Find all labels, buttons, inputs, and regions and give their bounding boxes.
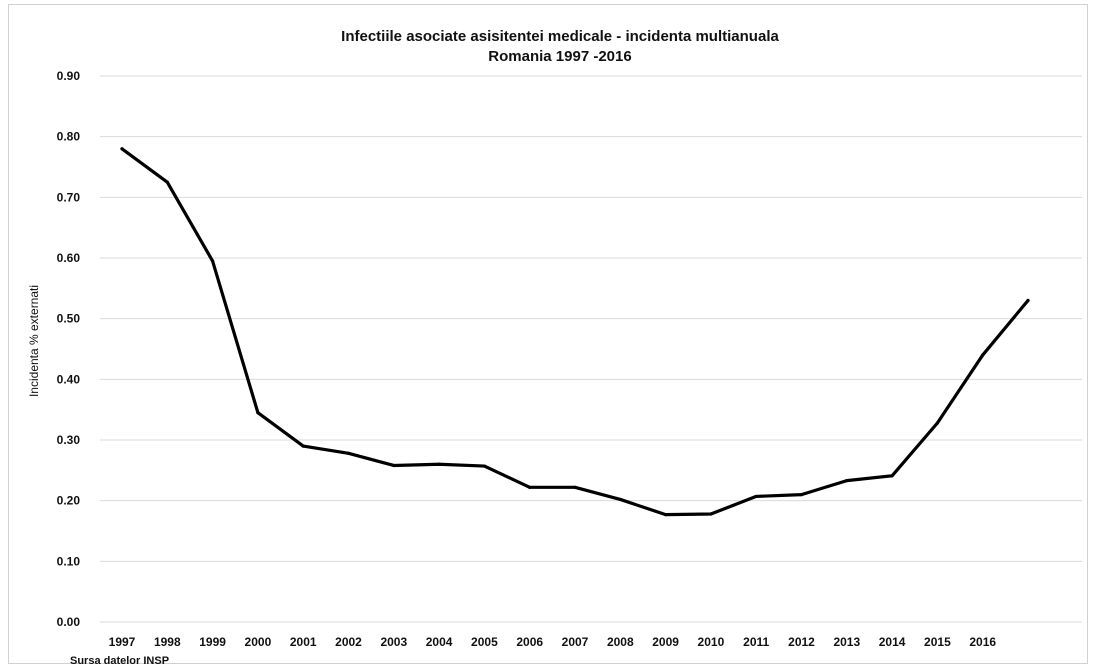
- data-point: [890, 474, 894, 478]
- x-tick-label: 2007: [562, 635, 589, 649]
- x-tick-label: 2006: [516, 635, 543, 649]
- data-point: [437, 462, 441, 466]
- y-axis-label: Incidenta % externati: [27, 285, 41, 397]
- chart-title: Infectiile asociate asisitentei medicale…: [341, 28, 779, 45]
- data-point: [573, 485, 577, 489]
- x-tick-label: 2008: [607, 635, 634, 649]
- data-point: [981, 353, 985, 357]
- data-point: [482, 464, 486, 468]
- y-tick-label: 0.60: [57, 251, 81, 265]
- gridlines: [100, 75, 1082, 623]
- data-point: [664, 513, 668, 517]
- data-point: [845, 479, 849, 483]
- x-tick-label: 1997: [109, 635, 136, 649]
- chart-subtitle: Romania 1997 -2016: [488, 48, 631, 65]
- y-tick-label: 0.00: [57, 615, 81, 629]
- data-point: [528, 485, 532, 489]
- source-note: Sursa datelor INSP: [70, 655, 169, 667]
- y-tick-label: 0.90: [57, 69, 81, 83]
- x-tick-label: 2010: [698, 635, 725, 649]
- data-point: [120, 147, 124, 151]
- data-point: [709, 512, 713, 516]
- x-tick-label: 1999: [199, 635, 226, 649]
- data-point: [754, 494, 758, 499]
- data-point: [346, 451, 351, 455]
- x-tick-label: 2011: [743, 635, 769, 649]
- x-tick-label: 2001: [290, 635, 317, 649]
- x-tick-label: 2015: [924, 635, 951, 649]
- y-tick-label: 0.80: [57, 130, 81, 144]
- x-tick-label: 2013: [833, 635, 860, 649]
- y-tick-label: 0.30: [57, 433, 81, 447]
- data-point: [301, 444, 305, 448]
- data-point: [392, 463, 396, 468]
- y-tick-label: 0.40: [57, 372, 81, 386]
- y-tick-label: 0.20: [57, 494, 81, 508]
- data-point: [165, 180, 169, 184]
- data-point: [1026, 298, 1030, 303]
- x-tick-label: 2000: [245, 635, 272, 649]
- x-tick-label: 1998: [154, 635, 181, 649]
- series-layer: [120, 147, 1030, 517]
- x-tick-label: 2005: [471, 635, 498, 649]
- x-tick-label: 2002: [335, 635, 362, 649]
- x-tick-label: 2014: [879, 635, 906, 649]
- x-tick-label: 2012: [788, 635, 815, 649]
- x-tick-labels: 1997 1998 1999 2000 2001 2002 2003 2004 2005 2006…: [109, 635, 997, 649]
- y-tick-labels: 0.00 0.10 0.20 0.30 0.40 0.50 0.60 0.70 0.80 0.90: [57, 69, 81, 629]
- x-tick-label: 2003: [380, 635, 407, 649]
- data-point: [799, 493, 804, 497]
- y-tick-label: 0.70: [57, 190, 81, 204]
- data-point: [618, 497, 622, 502]
- y-tick-label: 0.10: [57, 554, 81, 568]
- y-tick-label: 0.50: [57, 312, 81, 326]
- x-tick-label: 2004: [426, 635, 453, 649]
- chart-frame: [8, 4, 1088, 664]
- series-line: [120, 147, 1030, 517]
- x-tick-label: 2009: [652, 635, 679, 649]
- data-point: [211, 259, 215, 263]
- data-point: [256, 411, 260, 415]
- x-tick-label: 2016: [969, 635, 996, 649]
- data-point: [935, 421, 940, 425]
